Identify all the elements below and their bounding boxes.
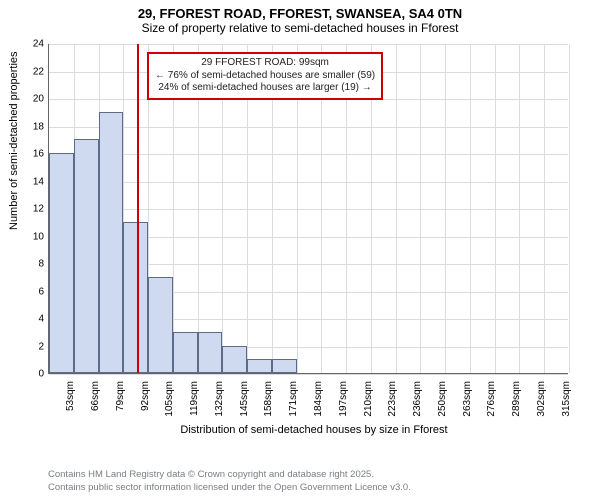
x-tick-label: 145sqm	[239, 378, 250, 417]
footer-attribution: Contains HM Land Registry data © Crown c…	[48, 469, 411, 494]
gridline-v	[544, 44, 545, 373]
y-tick-label: 2	[38, 341, 49, 352]
gridline-h	[49, 182, 568, 183]
chart-subtitle: Size of property relative to semi-detach…	[0, 21, 600, 39]
y-tick-label: 14	[33, 176, 49, 187]
gridline-h	[49, 209, 568, 210]
x-tick-label: 210sqm	[363, 378, 374, 417]
x-tick-label: 223sqm	[387, 378, 398, 417]
callout-line: 29 FFOREST ROAD: 99sqm	[155, 57, 375, 70]
x-tick-label: 53sqm	[65, 378, 76, 411]
gridline-v	[519, 44, 520, 373]
gridline-v	[420, 44, 421, 373]
gridline-v	[470, 44, 471, 373]
gridline-h	[49, 127, 568, 128]
y-tick-label: 6	[38, 286, 49, 297]
footer-line-2: Contains public sector information licen…	[48, 482, 411, 494]
y-tick-label: 0	[38, 369, 49, 380]
x-tick-label: 289sqm	[511, 378, 522, 417]
y-tick-label: 22	[33, 66, 49, 77]
x-tick-label: 66sqm	[90, 378, 101, 411]
x-tick-label: 263sqm	[462, 378, 473, 417]
histogram-bar	[198, 332, 223, 373]
x-tick-label: 302sqm	[536, 378, 547, 417]
gridline-h	[49, 374, 568, 375]
x-tick-label: 92sqm	[140, 378, 151, 411]
histogram-bar	[222, 346, 247, 374]
gridline-v	[495, 44, 496, 373]
x-tick-label: 184sqm	[313, 378, 324, 417]
y-tick-label: 8	[38, 259, 49, 270]
histogram-bar	[99, 112, 124, 373]
gridline-v	[445, 44, 446, 373]
y-tick-label: 24	[33, 39, 49, 50]
x-tick-label: 79sqm	[115, 378, 126, 411]
x-tick-label: 158sqm	[263, 378, 274, 417]
y-axis-label: Number of semi-detached properties	[8, 51, 20, 230]
histogram-bar	[247, 359, 272, 373]
plot-region: 02468101214161820222453sqm66sqm79sqm92sq…	[48, 44, 568, 374]
footer-line-1: Contains HM Land Registry data © Crown c…	[48, 469, 411, 481]
x-tick-label: 171sqm	[288, 378, 299, 417]
x-tick-label: 105sqm	[164, 378, 175, 417]
x-tick-label: 119sqm	[189, 378, 200, 416]
gridline-v	[396, 44, 397, 373]
histogram-bar	[123, 222, 148, 373]
gridline-v	[569, 44, 570, 373]
x-tick-label: 276sqm	[486, 378, 497, 417]
histogram-bar	[173, 332, 198, 373]
chart-title: 29, FFOREST ROAD, FFOREST, SWANSEA, SA4 …	[0, 0, 600, 21]
gridline-h	[49, 44, 568, 45]
y-tick-label: 10	[33, 231, 49, 242]
histogram-bar	[74, 139, 99, 373]
y-tick-label: 20	[33, 94, 49, 105]
marker-line	[137, 44, 139, 373]
y-tick-label: 12	[33, 204, 49, 215]
x-tick-label: 236sqm	[412, 378, 423, 417]
x-tick-label: 250sqm	[437, 378, 448, 417]
callout-box: 29 FFOREST ROAD: 99sqm← 76% of semi-deta…	[147, 52, 383, 100]
y-tick-label: 18	[33, 121, 49, 132]
chart-area: 02468101214161820222453sqm66sqm79sqm92sq…	[48, 44, 580, 424]
x-tick-label: 132sqm	[214, 378, 225, 417]
gridline-h	[49, 154, 568, 155]
histogram-bar	[272, 359, 297, 373]
histogram-bar	[148, 277, 173, 373]
callout-line: 24% of semi-detached houses are larger (…	[155, 82, 375, 95]
callout-line: ← 76% of semi-detached houses are smalle…	[155, 70, 375, 83]
histogram-bar	[49, 153, 74, 373]
y-tick-label: 4	[38, 314, 49, 325]
x-tick-label: 315sqm	[561, 378, 572, 417]
x-tick-label: 197sqm	[338, 378, 349, 417]
y-tick-label: 16	[33, 149, 49, 160]
